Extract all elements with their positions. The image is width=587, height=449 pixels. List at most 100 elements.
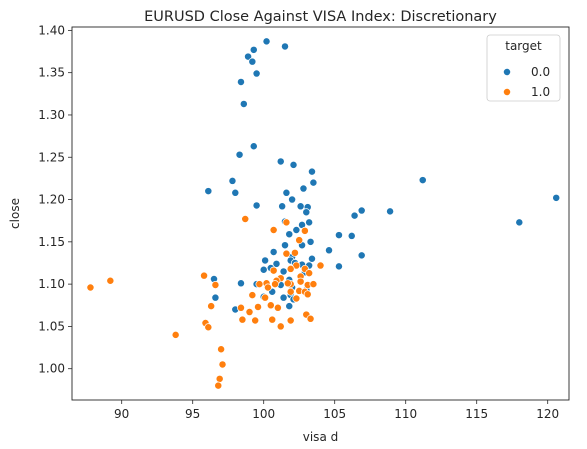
- data-point-target-1-0: [316, 261, 325, 270]
- data-point-target-1-0: [248, 291, 257, 300]
- data-points: [86, 37, 561, 390]
- legend-label: 0.0: [531, 65, 550, 79]
- data-point-target-1-0: [295, 236, 304, 245]
- data-point-target-0-0: [325, 246, 333, 255]
- data-point-target-1-0: [266, 301, 275, 310]
- data-point-target-0-0: [306, 237, 315, 246]
- data-point-target-0-0: [335, 262, 343, 271]
- data-point-target-0-0: [249, 142, 258, 151]
- legend-items: 0.01.0: [503, 65, 550, 99]
- data-point-target-0-0: [335, 231, 343, 240]
- data-point-target-1-0: [204, 323, 213, 332]
- data-point-target-1-0: [237, 303, 245, 312]
- data-point-target-0-0: [552, 193, 561, 202]
- data-point-target-1-0: [238, 315, 247, 324]
- data-point-target-1-0: [292, 294, 301, 303]
- data-point-target-1-0: [300, 226, 309, 235]
- legend: target 0.01.0: [486, 34, 561, 102]
- x-tick-label: 105: [323, 407, 346, 421]
- x-axis-ticks: 90 95 100 105 110 115 120: [114, 400, 559, 421]
- data-point-target-0-0: [292, 226, 301, 234]
- data-point-target-0-0: [252, 201, 261, 210]
- data-point-target-1-0: [269, 266, 278, 275]
- data-point-target-1-0: [171, 330, 180, 339]
- y-axis-label: close: [8, 198, 22, 229]
- data-point-target-1-0: [282, 249, 291, 258]
- data-point-target-1-0: [276, 322, 285, 331]
- data-point-target-0-0: [228, 176, 237, 185]
- y-tick-label: 1.35: [38, 66, 65, 80]
- x-tick-label: 115: [465, 407, 488, 421]
- data-point-target-1-0: [254, 303, 262, 311]
- data-point-target-0-0: [278, 202, 287, 211]
- data-point-target-0-0: [289, 160, 298, 169]
- data-point-target-0-0: [296, 202, 305, 211]
- y-tick-label: 1.20: [38, 193, 65, 207]
- data-point-target-0-0: [282, 188, 291, 197]
- data-point-target-1-0: [245, 308, 254, 316]
- data-point-target-1-0: [309, 280, 318, 289]
- data-point-target-0-0: [252, 69, 261, 78]
- data-point-target-0-0: [281, 241, 289, 250]
- y-axis-ticks: 1.00 1.05 1.10 1.15 1.20 1.25 1.30 1.35 1.40: [38, 23, 72, 376]
- data-point-target-1-0: [268, 315, 277, 324]
- data-point-target-0-0: [259, 265, 268, 274]
- x-tick-label: 90: [114, 407, 129, 421]
- y-tick-label: 1.15: [38, 235, 65, 249]
- data-point-target-1-0: [286, 316, 295, 325]
- data-point-target-1-0: [264, 283, 272, 292]
- legend-marker: [503, 88, 511, 96]
- data-point-target-0-0: [350, 211, 359, 220]
- x-axis-label: visa d: [303, 430, 338, 444]
- data-point-target-1-0: [306, 314, 315, 323]
- data-point-target-0-0: [308, 254, 316, 263]
- data-point-target-0-0: [347, 231, 356, 240]
- data-point-target-1-0: [241, 215, 250, 223]
- data-point-target-0-0: [279, 267, 288, 276]
- data-point-target-0-0: [249, 45, 258, 54]
- data-point-target-1-0: [218, 360, 227, 369]
- data-point-target-1-0: [215, 374, 224, 383]
- data-point-target-1-0: [286, 287, 295, 296]
- data-point-target-0-0: [204, 187, 213, 196]
- data-point-target-0-0: [231, 188, 240, 197]
- data-point-target-0-0: [285, 302, 294, 311]
- data-point-target-0-0: [262, 37, 271, 46]
- data-point-target-1-0: [286, 264, 295, 273]
- data-point-target-1-0: [283, 279, 292, 288]
- data-point-target-0-0: [248, 57, 257, 66]
- data-point-target-0-0: [272, 259, 281, 268]
- data-point-target-0-0: [244, 52, 253, 61]
- data-point-target-0-0: [269, 248, 278, 256]
- data-point-target-1-0: [217, 345, 226, 354]
- data-point-target-1-0: [251, 316, 260, 325]
- data-point-target-1-0: [292, 261, 301, 270]
- data-point-target-0-0: [299, 184, 308, 193]
- legend-title: target: [505, 39, 542, 53]
- data-point-target-1-0: [296, 277, 305, 286]
- x-tick-label: 120: [536, 407, 559, 421]
- data-point-target-0-0: [239, 100, 248, 108]
- data-point-target-0-0: [237, 279, 245, 288]
- x-tick-label: 110: [394, 407, 417, 421]
- data-point-target-0-0: [237, 78, 245, 86]
- data-point-target-1-0: [303, 290, 312, 299]
- legend-box: [486, 34, 561, 102]
- data-point-target-0-0: [288, 195, 297, 204]
- data-point-target-1-0: [211, 281, 220, 289]
- data-point-target-0-0: [515, 218, 524, 227]
- data-point-target-0-0: [308, 167, 316, 176]
- data-point-target-0-0: [285, 230, 294, 239]
- data-point-target-0-0: [386, 207, 395, 216]
- chart-title: EURUSD Close Against VISA Index: Discret…: [144, 9, 497, 25]
- y-tick-label: 1.30: [38, 108, 65, 122]
- data-point-target-1-0: [282, 218, 291, 227]
- data-point-target-1-0: [86, 283, 95, 292]
- data-point-target-1-0: [207, 302, 216, 311]
- y-tick-label: 1.40: [38, 23, 65, 37]
- y-tick-label: 1.10: [38, 277, 65, 291]
- data-point-target-0-0: [305, 218, 314, 227]
- data-point-target-0-0: [281, 42, 289, 51]
- data-point-target-1-0: [261, 293, 270, 302]
